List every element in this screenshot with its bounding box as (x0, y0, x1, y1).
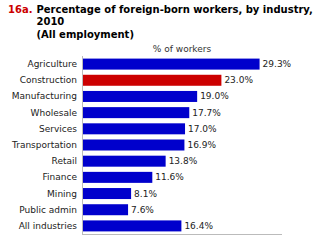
title-prefix: 16a. (8, 4, 32, 15)
category-label: Agriculture (28, 59, 78, 69)
bar (82, 75, 221, 86)
bar (82, 59, 260, 70)
x-axis-label: % of workers (153, 44, 212, 54)
category-label: Transportation (11, 140, 77, 150)
data-label: 11.6% (155, 172, 184, 182)
data-label: 19.0% (200, 91, 229, 101)
data-label: 16.9% (187, 140, 216, 150)
data-label: 29.3% (263, 59, 292, 69)
category-label: Services (39, 124, 77, 134)
bar (82, 204, 128, 215)
data-label: 17.0% (188, 124, 217, 134)
data-label: 17.7% (192, 108, 221, 118)
y-axis-line (82, 56, 83, 234)
bar (82, 91, 197, 102)
background (0, 0, 320, 240)
category-label: Public admin (19, 205, 77, 215)
data-label: 16.4% (184, 221, 213, 231)
subtitle: (All employment) (36, 29, 134, 40)
bar (82, 123, 185, 134)
bar (82, 156, 166, 167)
data-label: 13.8% (169, 156, 198, 166)
category-label: Manufacturing (12, 91, 77, 101)
chart: 16a. Percentage of foreign-born workers, … (0, 0, 320, 240)
bar (82, 107, 189, 118)
bar (82, 220, 181, 231)
category-label: All industries (19, 221, 78, 231)
data-label: 8.1% (134, 189, 157, 199)
category-label: Wholesale (31, 108, 78, 118)
category-label: Finance (43, 172, 78, 182)
category-label: Construction (20, 75, 77, 85)
category-label: Retail (52, 156, 77, 166)
title-line: 2010 (36, 16, 64, 27)
data-label: 7.6% (131, 205, 154, 215)
category-label: Mining (47, 189, 77, 199)
bar (82, 139, 184, 150)
labels: Agriculture 29.3% Construction 23.0% Manufac… (11, 59, 292, 231)
title: Percentage of foreign-born workers, by i… (36, 4, 312, 27)
bar (82, 172, 152, 183)
data-label: 23.0% (224, 75, 253, 85)
bar (82, 188, 131, 199)
title-line: Percentage of foreign-born workers, by i… (36, 4, 312, 15)
bars (82, 59, 260, 232)
x-axis-line (82, 234, 282, 235)
